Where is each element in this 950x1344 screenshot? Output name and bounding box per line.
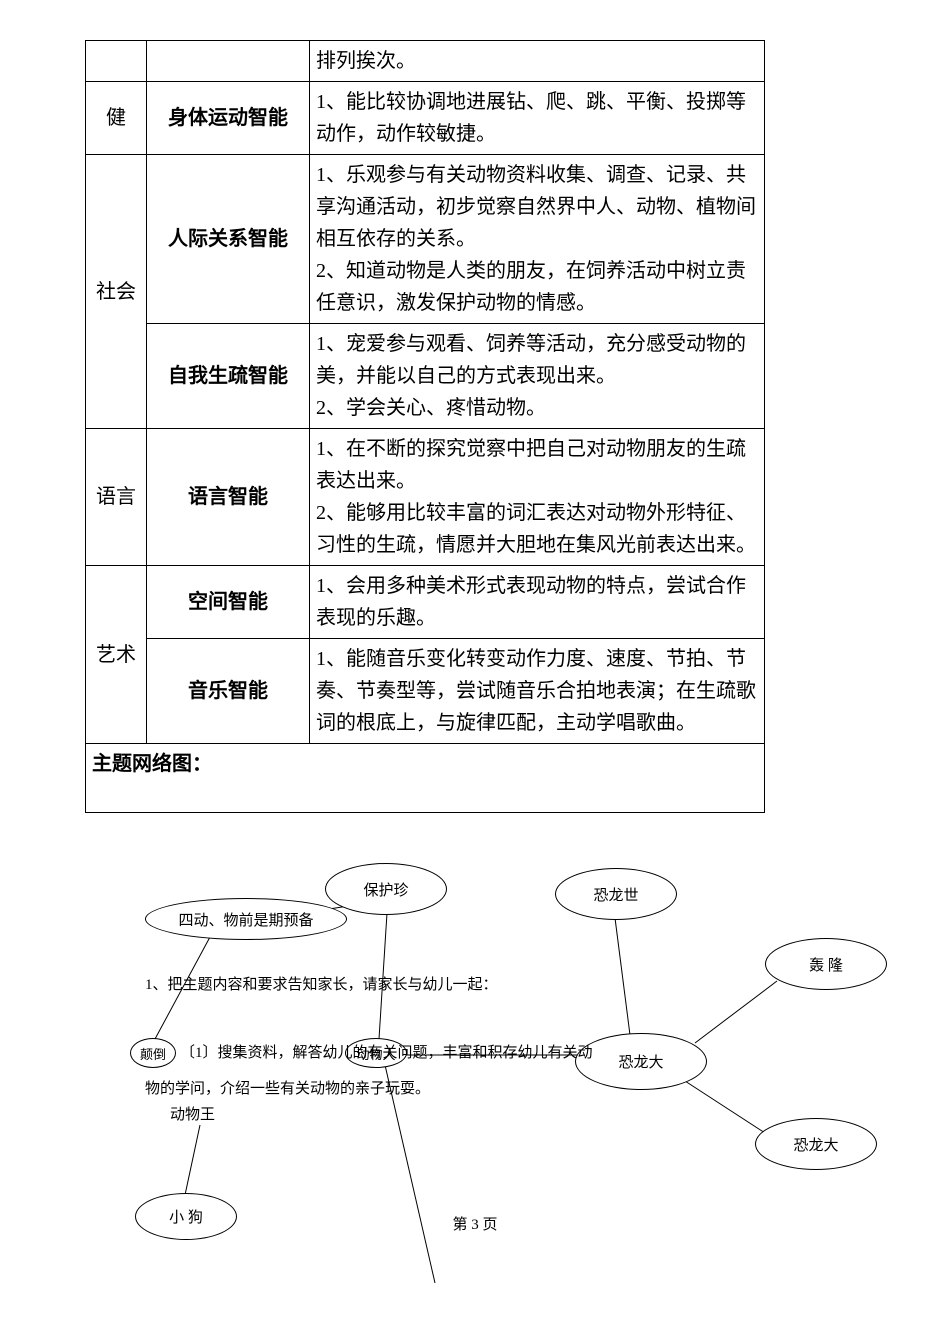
node-label: 保护珍: [363, 879, 408, 900]
cell-intel: 身体运动智能: [147, 82, 310, 155]
node-konglongshi: 恐龙世: [555, 868, 677, 920]
table-row: 语言 语言智能 1、在不断的探究觉察中把自己对动物朋友的生疏表达出来。2、能够用…: [86, 429, 765, 566]
node-label: 恐龙大: [618, 1051, 663, 1072]
cell-desc: 1、能比较协调地进展钻、爬、跳、平衡、投掷等动作，动作较敏捷。: [310, 82, 765, 155]
node-label: 轰 隆: [809, 954, 843, 975]
empty-cell: [310, 744, 765, 813]
edge: [185, 1125, 200, 1195]
cell-domain: [86, 41, 147, 82]
table-row: 自我生疏智能 1、宠爱参与观看、饲养等活动，充分感受动物的美，并能以自己的方式表…: [86, 324, 765, 429]
table-row: 社会 人际关系智能 1、乐观参与有关动物资料收集、调查、记录、共享沟通活动，初步…: [86, 155, 765, 324]
cell-domain: 社会: [86, 155, 147, 429]
page-number: 第 3 页: [65, 1213, 885, 1234]
cell-intel: 语言智能: [147, 429, 310, 566]
edge: [615, 918, 630, 1035]
node-label: 动物王: [170, 1107, 215, 1123]
table-row: 健 身体运动智能 1、能比较协调地进展钻、爬、跳、平衡、投掷等动作，动作较敏捷。: [86, 82, 765, 155]
network-diagram-label: 主题网络图：: [86, 744, 310, 813]
cell-desc: 排列挨次。: [310, 41, 765, 82]
table-row: 排列挨次。: [86, 41, 765, 82]
table-row: 艺术 空间智能 1、会用多种美术形式表现动物的特点，尝试合作表现的乐趣。: [86, 566, 765, 639]
diagram-text-1: 1、把主题内容和要求告知家长，请家长与幼儿一起：: [145, 973, 498, 997]
node-diandao: 颠倒: [130, 1038, 176, 1068]
node-konglongda2: 恐龙大: [755, 1118, 877, 1170]
cell-intel: 空间智能: [147, 566, 310, 639]
node-label: 恐龙大: [793, 1134, 838, 1155]
diagram-text-3: 物的学问，介绍一些有关动物的亲子玩耍。: [145, 1077, 430, 1101]
table-row-footer: 主题网络图：: [86, 744, 765, 813]
cell-desc: 1、在不断的探究觉察中把自己对动物朋友的生疏表达出来。2、能够用比较丰富的词汇表…: [310, 429, 765, 566]
cell-intel: 自我生疏智能: [147, 324, 310, 429]
node-sidong: 四动、物前是期预备: [145, 898, 347, 940]
cell-intel: 人际关系智能: [147, 155, 310, 324]
curriculum-table: 排列挨次。 健 身体运动智能 1、能比较协调地进展钻、爬、跳、平衡、投掷等动作，…: [85, 40, 765, 813]
node-label: 颠倒: [140, 1044, 166, 1063]
table-row: 音乐智能 1、能随音乐变化转变动作力度、速度、节拍、节奏、节奏型等，尝试随音乐合…: [86, 639, 765, 744]
cell-domain: 语言: [86, 429, 147, 566]
edge: [685, 1081, 765, 1133]
cell-desc: 1、会用多种美术形式表现动物的特点，尝试合作表现的乐趣。: [310, 566, 765, 639]
node-label: 恐龙世: [593, 884, 638, 905]
node-konglongda: 恐龙大: [575, 1033, 707, 1090]
node-honglong: 轰 隆: [765, 938, 887, 990]
cell-intel: 音乐智能: [147, 639, 310, 744]
node-baohu: 保护珍: [325, 863, 447, 915]
theme-network-diagram: 保护珍 四动、物前是期预备 颠倒 动物大 恐龙世 轰 隆 恐龙大 恐龙大 动物王…: [65, 843, 885, 1283]
cell-domain: 健: [86, 82, 147, 155]
cell-desc: 1、宠爱参与观看、饲养等活动，充分感受动物的美，并能以自己的方式表现出来。2、学…: [310, 324, 765, 429]
node-dongwuwang: 动物王: [170, 1103, 215, 1127]
cell-domain: 艺术: [86, 566, 147, 744]
cell-desc: 1、能随音乐变化转变动作力度、速度、节拍、节奏、节奏型等，尝试随音乐合拍地表演；…: [310, 639, 765, 744]
diagram-text-2: 〔1〕搜集资料，解答幼儿的有关问题，丰富和积存幼儿有关动: [180, 1041, 593, 1065]
edge: [695, 981, 777, 1043]
node-label: 四动、物前是期预备: [178, 909, 313, 930]
cell-intel: [147, 41, 310, 82]
cell-desc: 1、乐观参与有关动物资料收集、调查、记录、共享沟通活动，初步觉察自然界中人、动物…: [310, 155, 765, 324]
